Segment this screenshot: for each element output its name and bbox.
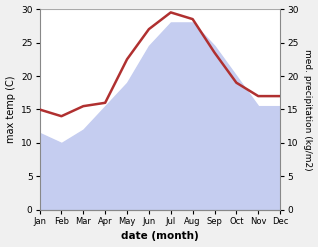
Y-axis label: max temp (C): max temp (C): [5, 76, 16, 143]
Y-axis label: med. precipitation (kg/m2): med. precipitation (kg/m2): [303, 49, 313, 170]
X-axis label: date (month): date (month): [121, 231, 199, 242]
